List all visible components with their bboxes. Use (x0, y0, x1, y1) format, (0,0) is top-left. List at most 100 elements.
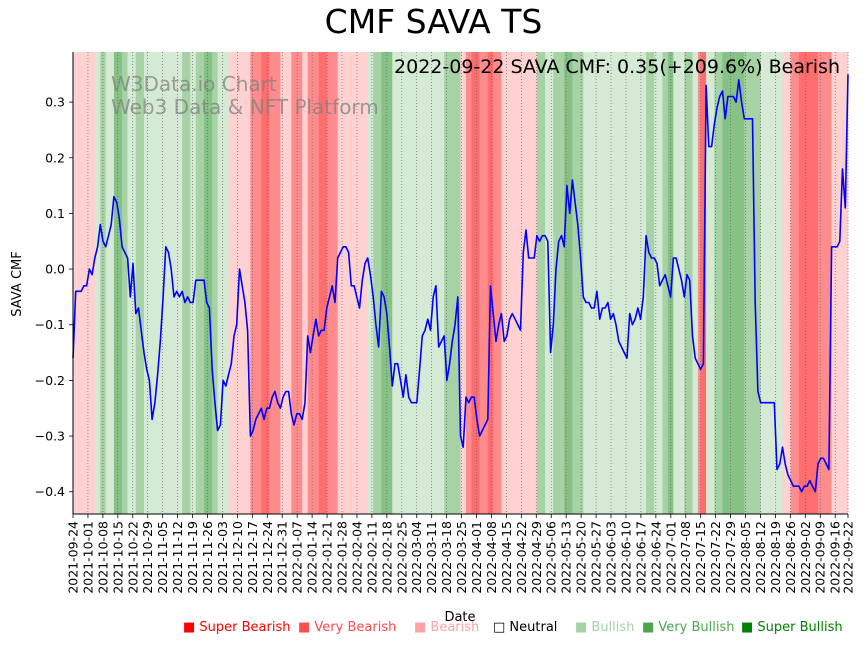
band-very-bearish (465, 52, 472, 514)
legend-item-very-bearish: ■ Very Bearish (298, 620, 397, 635)
series-layer (72, 74, 849, 493)
band-bearish (831, 52, 849, 514)
x-tick-label: 2022-05-13 (559, 521, 574, 594)
x-tick-label: 2022-02-18 (379, 521, 394, 594)
band-very-bullish (646, 52, 655, 514)
legend-item-very-bullish: ■ Very Bullish (642, 620, 735, 635)
band-bullish (217, 52, 229, 514)
band-bullish (692, 52, 699, 514)
band-very-bearish (697, 52, 701, 514)
x-tick-label: 2022-08-26 (783, 521, 798, 594)
band-bullish (768, 52, 783, 514)
band-very-bullish (444, 52, 461, 514)
y-tick-label: −0.4 (35, 484, 65, 499)
x-tick-label: 2021-12-31 (275, 521, 290, 594)
band-very-bullish (553, 52, 565, 514)
x-tick-label: 2022-07-15 (693, 521, 708, 594)
x-tick-label: 2021-11-19 (185, 521, 200, 594)
band-super-bearish (487, 52, 494, 514)
x-tick-label: 2022-05-06 (544, 521, 559, 594)
y-tick-label: 0.0 (45, 262, 65, 277)
band-very-bullish (373, 52, 382, 514)
band-super-bullish (203, 52, 213, 514)
band-very-bullish (714, 52, 723, 514)
band-super-bearish (798, 52, 819, 514)
x-tick-label: 2022-08-05 (738, 521, 753, 594)
y-tick-label: −0.1 (35, 317, 65, 332)
x-tick-label: 2022-07-08 (678, 521, 693, 594)
x-tick-label: 2021-11-05 (155, 521, 170, 594)
x-tick-label: 2022-03-25 (454, 521, 469, 594)
band-bearish (501, 52, 538, 514)
x-tick-label: 2022-09-09 (813, 521, 828, 594)
band-super-bullish (564, 52, 573, 514)
band-very-bearish (493, 52, 502, 514)
x-tick-label: 2022-05-27 (589, 521, 604, 594)
band-very-bullish (195, 52, 205, 514)
band-very-bearish (326, 52, 339, 514)
band-very-bearish (817, 52, 832, 514)
band-very-bullish (662, 52, 669, 514)
legend-item-super-bullish: ■ Super Bullish (741, 620, 843, 635)
band-bearish (782, 52, 791, 514)
band-super-bearish (471, 52, 480, 514)
legend-item-bearish: ■ Bearish (414, 620, 480, 635)
band-super-bullish (722, 52, 745, 514)
x-tick-label: 2021-09-24 (66, 521, 81, 594)
x-tick-label: 2021-12-10 (230, 521, 245, 594)
band-very-bullish (744, 52, 761, 514)
y-tick-label: −0.2 (35, 373, 65, 388)
x-tick-label: 2021-10-08 (95, 521, 110, 594)
x-tick-label: 2022-02-11 (364, 521, 379, 594)
x-tick-label: 2022-06-17 (633, 521, 648, 594)
y-tick-label: 0.2 (45, 150, 65, 165)
band-very-bearish (479, 52, 489, 514)
x-tick-label: 2022-01-21 (320, 521, 335, 594)
x-tick-label: 2022-07-29 (723, 521, 738, 594)
band-bullish (392, 52, 407, 514)
x-tick-label: 2022-06-24 (648, 521, 663, 594)
x-tick-label: 2022-01-14 (305, 521, 320, 594)
band-very-bullish (122, 52, 128, 514)
legend-item-super-bearish: ■ Super Bearish (183, 620, 291, 635)
y-tick-label: −0.3 (35, 429, 65, 444)
x-tick-label: 2021-11-12 (170, 521, 185, 594)
x-tick-label: 2022-03-04 (409, 521, 424, 594)
x-tick-label: 2022-03-18 (439, 521, 454, 594)
band-bearish (228, 52, 251, 514)
axes (72, 52, 848, 515)
band-bullish (190, 52, 197, 514)
x-tick-label: 2021-11-26 (200, 521, 215, 594)
legend-item-bullish: ■ Bullish (575, 620, 635, 635)
band-super-bearish (261, 52, 270, 514)
band-very-bearish (269, 52, 281, 514)
y-tick-label: 0.3 (45, 95, 65, 110)
sentiment-bands (73, 52, 849, 514)
x-tick-label: 2022-09-02 (798, 521, 813, 594)
band-bullish (599, 52, 606, 514)
x-tick-label: 2022-09-16 (828, 521, 843, 594)
band-bearish (73, 52, 96, 514)
x-tick-label: 2021-10-29 (140, 521, 155, 594)
band-very-bearish (307, 52, 319, 514)
band-very-bullish (182, 52, 191, 514)
band-bullish (405, 52, 445, 514)
x-tick-label: 2022-05-20 (574, 521, 589, 594)
x-tick-label: 2022-04-22 (514, 521, 529, 594)
band-bullish (105, 52, 115, 514)
x-tick-label: 2022-06-10 (618, 521, 633, 594)
watermark-line-1: W3Data.io Chart (111, 72, 277, 96)
x-tick-label: 2022-04-29 (529, 521, 544, 594)
band-very-bullish (212, 52, 218, 514)
x-tick-label: 2021-10-22 (125, 521, 140, 594)
x-tick-label: 2022-04-08 (484, 521, 499, 594)
x-tick-label: 2022-04-01 (469, 521, 484, 594)
watermark-line-2: Web3 Data & NFT Platform (111, 95, 379, 119)
x-tick-label: 2022-06-03 (604, 521, 619, 594)
x-tick-label: 2021-12-17 (245, 521, 260, 594)
band-very-bullish (684, 52, 693, 514)
legend-item-neutral: □ Neutral (493, 620, 558, 635)
band-very-bearish (790, 52, 800, 514)
chart-title: CMF SAVA TS (324, 2, 543, 41)
